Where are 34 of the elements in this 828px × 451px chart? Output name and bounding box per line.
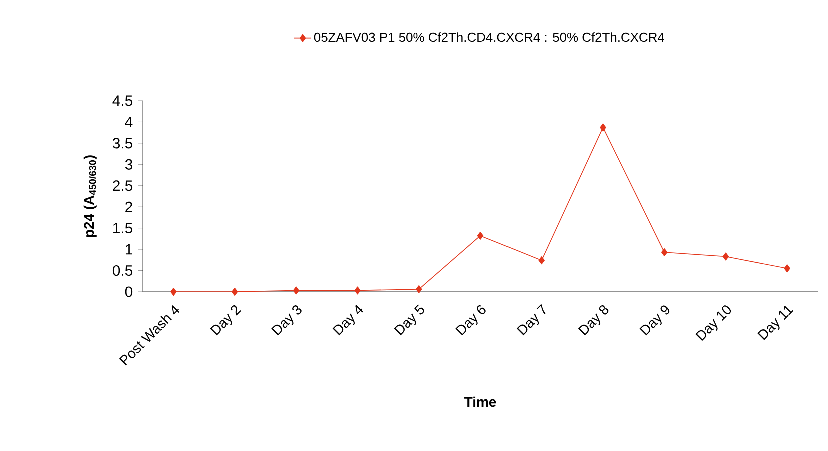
- point: [293, 286, 300, 295]
- point: [354, 286, 361, 295]
- x-tick-label: Day 5: [394, 304, 424, 336]
- point: [170, 288, 177, 296]
- point: [784, 264, 790, 273]
- point: [538, 256, 545, 265]
- y-tick-label: 2: [126, 202, 132, 212]
- x-tick-label: Day 8: [578, 305, 609, 336]
- point: [416, 285, 422, 294]
- x-tick-label: Day 11: [758, 306, 794, 340]
- y-tick-label: 2.5: [113, 180, 133, 192]
- point: [232, 288, 238, 296]
- x-tick-label: Day 7: [516, 304, 546, 336]
- y-tick-label: 0.5: [112, 265, 133, 276]
- x-tick-label: Day 9: [640, 306, 670, 336]
- x-tick-label: Day 6: [456, 305, 486, 336]
- x-axis-title: Time: [464, 396, 496, 408]
- point: [477, 232, 484, 240]
- x-tick-label: Day 4: [332, 305, 364, 336]
- x-tick-label: Day 3: [272, 306, 302, 336]
- y-tick-label: 3: [125, 159, 133, 170]
- y-tick-label: 0: [125, 286, 133, 298]
- point: [600, 124, 606, 132]
- point: [722, 252, 730, 261]
- y-tick-label: 4: [125, 117, 133, 128]
- y-tick-label: 1.5: [114, 223, 133, 234]
- y-axis-title: p24 (A$_{450/630}$): [84, 156, 97, 238]
- x-tick-label: Day 2: [210, 305, 242, 336]
- legend-label: 05ZAFV03 P1 50% Cf2Th.CD4.CXCR4 : 50% Cf2Th.CXCR4: [314, 32, 665, 42]
- y-tick-label: 3.5: [112, 138, 133, 149]
- point: [662, 248, 668, 257]
- y-tick-label: 1: [126, 244, 132, 255]
- y-tick-label: 4.5: [112, 96, 133, 106]
- x-tick-label: Day 10: [696, 306, 732, 342]
